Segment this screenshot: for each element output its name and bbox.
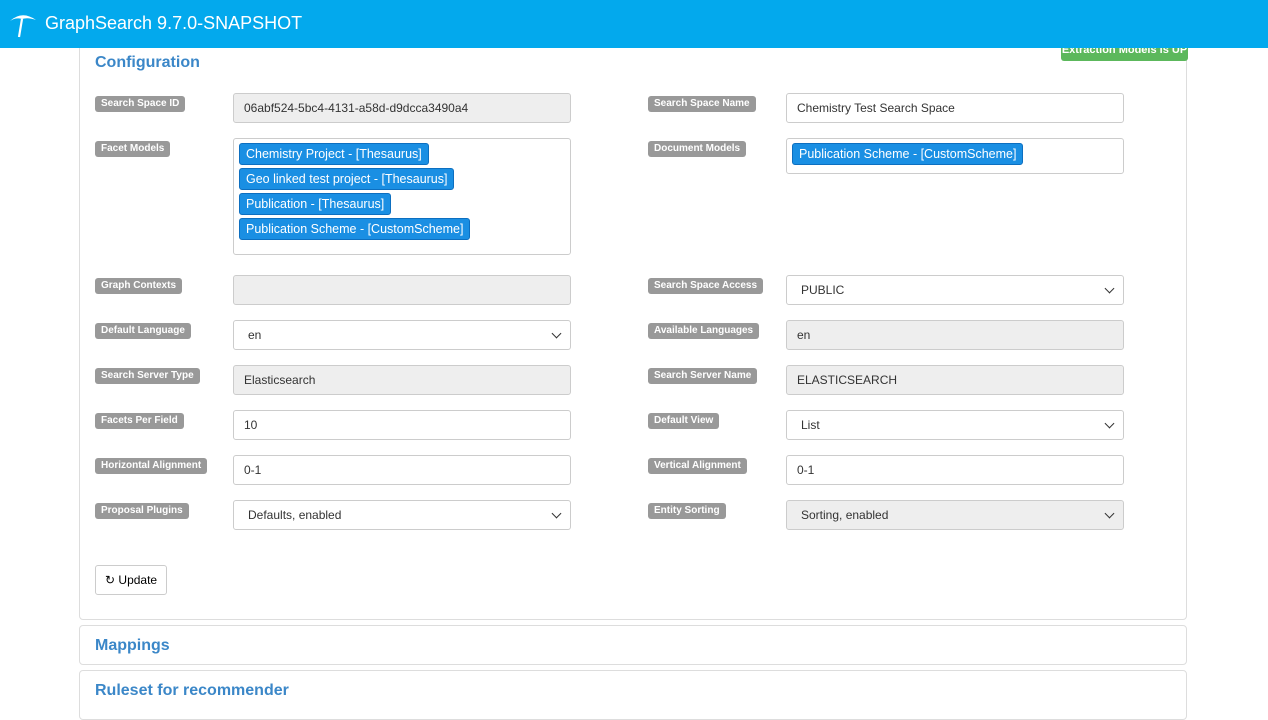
model-tag[interactable]: Publication - [Thesaurus] <box>239 193 392 215</box>
entity-sorting-select: Sorting, enabled <box>786 500 1124 530</box>
proposal-plugins-select[interactable]: Defaults, enabled <box>233 500 571 530</box>
entity-sorting-label: Entity Sorting <box>648 503 726 519</box>
search-space-access-label: Search Space Access <box>648 278 764 294</box>
available-languages-label: Available Languages <box>648 323 760 339</box>
app-header: GraphSearch 9.7.0-SNAPSHOT <box>0 0 1268 48</box>
configuration-title: Configuration <box>95 54 200 71</box>
facets-per-field-input[interactable]: 10 <box>233 410 571 440</box>
facet-models-label: Facet Models <box>95 141 171 157</box>
search-space-name-input[interactable]: Chemistry Test Search Space <box>786 93 1124 123</box>
document-models-field[interactable]: Publication Scheme - [CustomScheme] <box>786 138 1124 174</box>
search-space-name-label: Search Space Name <box>648 96 756 112</box>
search-space-id-input: 06abf524-5bc4-4131-a58d-d9dcca3490a4 <box>233 93 571 123</box>
facets-per-field-label: Facets Per Field <box>95 413 184 429</box>
umbrella-logo-icon <box>10 15 36 38</box>
refresh-icon: ↻ <box>105 573 116 587</box>
search-server-name-input: ELASTICSEARCH <box>786 365 1124 395</box>
search-server-name-label: Search Server Name <box>648 368 758 384</box>
default-view-label: Default View <box>648 413 720 429</box>
ruleset-title[interactable]: Ruleset for recommender <box>95 682 289 699</box>
horizontal-alignment-input[interactable]: 0-1 <box>233 455 571 485</box>
facet-models-field[interactable]: Chemistry Project - [Thesaurus] Geo linke… <box>233 138 571 255</box>
app-title: GraphSearch 9.7.0-SNAPSHOT <box>45 13 303 33</box>
proposal-plugins-label: Proposal Plugins <box>95 503 189 519</box>
document-models-label: Document Models <box>648 141 747 157</box>
default-language-label: Default Language <box>95 323 191 339</box>
vertical-alignment-label: Vertical Alignment <box>648 458 747 474</box>
search-server-type-label: Search Server Type <box>95 368 200 384</box>
horizontal-alignment-label: Horizontal Alignment <box>95 458 208 474</box>
search-space-id-label: Search Space ID <box>95 96 186 112</box>
model-tag[interactable]: Chemistry Project - [Thesaurus] <box>239 143 429 165</box>
search-server-type-input: Elasticsearch <box>233 365 571 395</box>
ruleset-panel[interactable]: Ruleset for recommender <box>79 670 1187 720</box>
configuration-panel: Extraction Models is UP Configuration Se… <box>79 30 1188 620</box>
available-languages-input: en <box>786 320 1124 350</box>
update-button[interactable]: ↻ Update <box>95 565 168 595</box>
default-view-select[interactable]: List <box>786 410 1124 440</box>
search-space-access-select[interactable]: PUBLIC <box>786 275 1124 305</box>
model-tag[interactable]: Publication Scheme - [CustomScheme] <box>792 143 1024 165</box>
mappings-title[interactable]: Mappings <box>95 637 170 654</box>
graph-contexts-input <box>233 275 571 305</box>
graph-contexts-label: Graph Contexts <box>95 278 183 294</box>
model-tag[interactable]: Geo linked test project - [Thesaurus] <box>239 168 455 190</box>
model-tag[interactable]: Publication Scheme - [CustomScheme] <box>239 218 471 240</box>
default-language-select[interactable]: en <box>233 320 571 350</box>
vertical-alignment-input[interactable]: 0-1 <box>786 455 1124 485</box>
mappings-panel[interactable]: Mappings <box>79 625 1187 665</box>
